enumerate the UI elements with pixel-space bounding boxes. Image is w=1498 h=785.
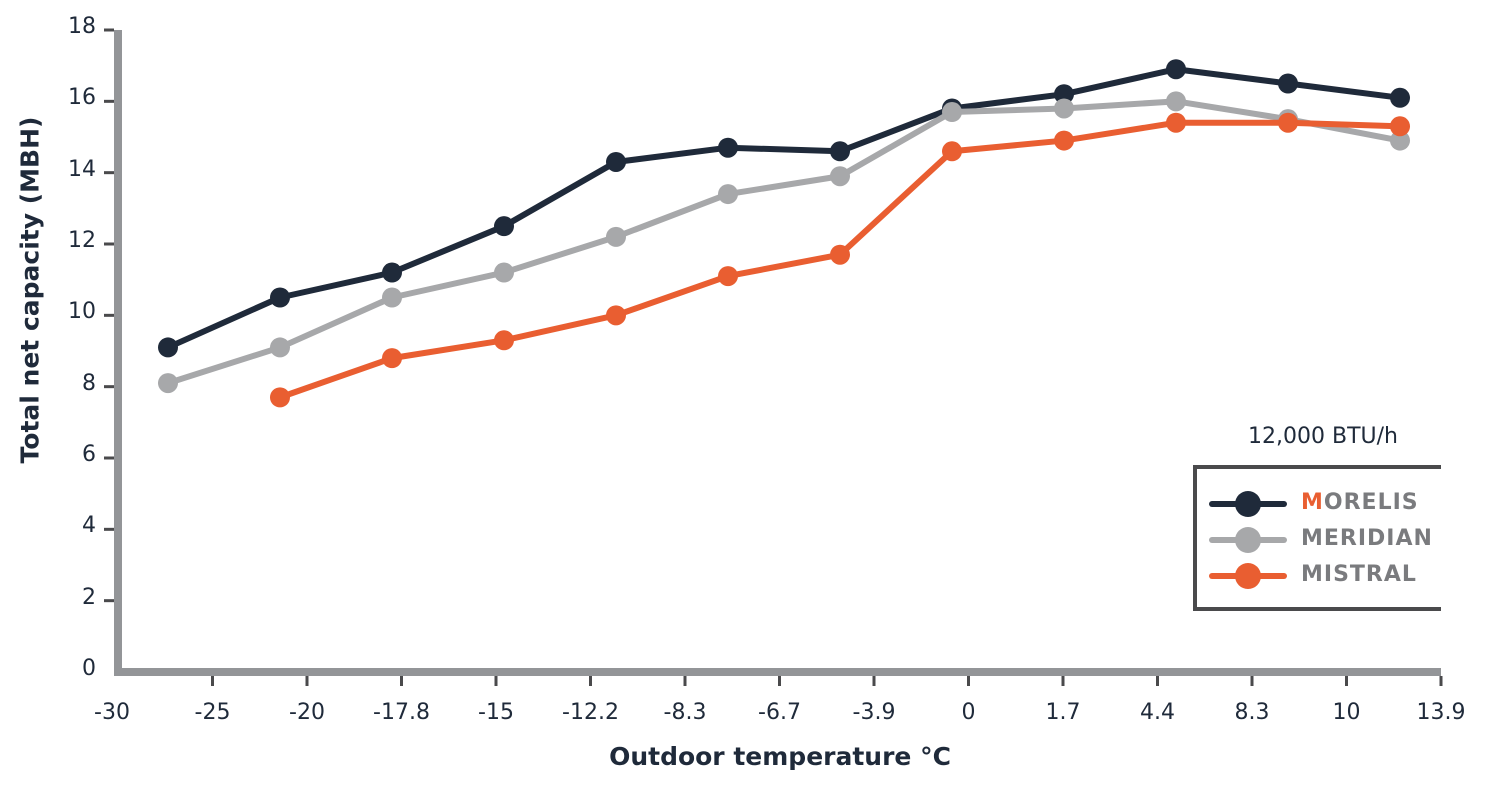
series-morelis — [158, 59, 1410, 358]
data-point-marker[interactable] — [1166, 59, 1186, 80]
legend-title: 12,000 BTU/h — [1248, 424, 1398, 449]
data-point-marker[interactable] — [1390, 116, 1410, 137]
x-tick-label: 8.3 — [1234, 700, 1270, 725]
x-tick-label: 10 — [1332, 700, 1361, 725]
x-tick-label: -25 — [194, 700, 231, 725]
legend-label: MERIDIAN — [1301, 526, 1433, 551]
y-tick-label: 12 — [68, 228, 96, 253]
y-tick-label: 18 — [68, 14, 96, 39]
data-point-marker[interactable] — [718, 184, 738, 205]
legend-label: MISTRAL — [1301, 562, 1417, 587]
data-point-marker[interactable] — [1390, 87, 1410, 108]
legend-marker-icon — [1235, 527, 1261, 553]
data-point-marker[interactable] — [606, 305, 626, 326]
data-point-marker[interactable] — [830, 166, 850, 187]
x-tick-label: -3.9 — [852, 700, 896, 725]
data-point-marker[interactable] — [494, 216, 514, 237]
data-point-marker[interactable] — [270, 337, 290, 358]
y-tick-label: 2 — [82, 584, 96, 610]
x-tick-label: 1.7 — [1045, 700, 1081, 725]
y-tick-label: 4 — [82, 513, 96, 539]
x-tick-label: -12.2 — [562, 700, 619, 725]
x-tick-label: -6.7 — [758, 700, 801, 725]
data-point-marker[interactable] — [1054, 84, 1074, 105]
data-point-marker[interactable] — [494, 330, 514, 351]
legend-item-meridian[interactable]: MERIDIAN — [1209, 525, 1449, 555]
x-tick-label: -15 — [478, 700, 514, 725]
y-tick-label: 14 — [68, 156, 96, 182]
axes — [104, 28, 1443, 686]
series-meridian — [158, 91, 1410, 394]
legend: MORELIS MERIDIAN MISTRAL — [1193, 465, 1441, 611]
data-point-marker[interactable] — [1054, 98, 1074, 119]
data-point-marker[interactable] — [942, 141, 962, 162]
data-point-marker[interactable] — [942, 102, 962, 123]
series-mistral — [270, 112, 1410, 408]
data-point-marker[interactable] — [606, 151, 626, 172]
data-point-marker[interactable] — [1278, 73, 1298, 94]
series-line — [166, 66, 1401, 351]
data-point-marker[interactable] — [718, 137, 738, 158]
series-layer — [158, 59, 1410, 408]
series-line — [167, 98, 1401, 386]
x-tick-label: -8.3 — [663, 700, 707, 725]
data-point-marker[interactable] — [494, 262, 514, 283]
y-tick-label: 0 — [82, 656, 96, 681]
data-point-marker[interactable] — [830, 244, 850, 265]
x-tick-label: 0 — [961, 700, 976, 725]
data-point-marker[interactable] — [830, 141, 850, 162]
data-point-marker[interactable] — [382, 348, 402, 369]
legend-marker-icon — [1235, 491, 1261, 517]
x-tick-label: 4.4 — [1140, 700, 1175, 725]
legend-item-morelis[interactable]: MORELIS — [1209, 489, 1449, 519]
y-tick-label: 10 — [68, 299, 96, 325]
y-tick-label: 8 — [82, 370, 96, 396]
legend-marker-icon — [1235, 563, 1261, 589]
x-axis-title: Outdoor temperature °C — [609, 742, 951, 771]
x-tick-label: -30 — [94, 700, 130, 725]
data-point-marker[interactable] — [606, 226, 626, 247]
data-point-marker[interactable] — [1390, 130, 1410, 151]
data-point-marker[interactable] — [1278, 112, 1298, 133]
data-point-marker[interactable] — [382, 262, 402, 283]
data-point-marker[interactable] — [718, 266, 738, 287]
x-tick-label: -20 — [289, 700, 325, 725]
y-tick-label: 16 — [68, 85, 96, 111]
x-tick-label: -17.8 — [373, 700, 430, 725]
legend-label: MORELIS — [1301, 490, 1419, 515]
data-point-marker[interactable] — [1166, 112, 1186, 133]
y-axis-title-text: Total net capacity (MBH) — [15, 116, 45, 464]
legend-label-accent: M — [1301, 490, 1324, 515]
x-tick-label: 13.9 — [1416, 700, 1466, 725]
legend-item-mistral[interactable]: MISTRAL — [1209, 561, 1449, 591]
data-point-marker[interactable] — [270, 287, 290, 308]
y-tick-label: 6 — [82, 442, 96, 467]
data-point-marker[interactable] — [1054, 130, 1074, 151]
data-point-marker[interactable] — [158, 337, 178, 358]
data-point-marker[interactable] — [1166, 91, 1186, 112]
data-point-marker[interactable] — [270, 387, 290, 408]
legend-label-text: ORELIS — [1323, 490, 1419, 515]
data-point-marker[interactable] — [382, 287, 402, 308]
data-point-marker[interactable] — [158, 373, 178, 394]
